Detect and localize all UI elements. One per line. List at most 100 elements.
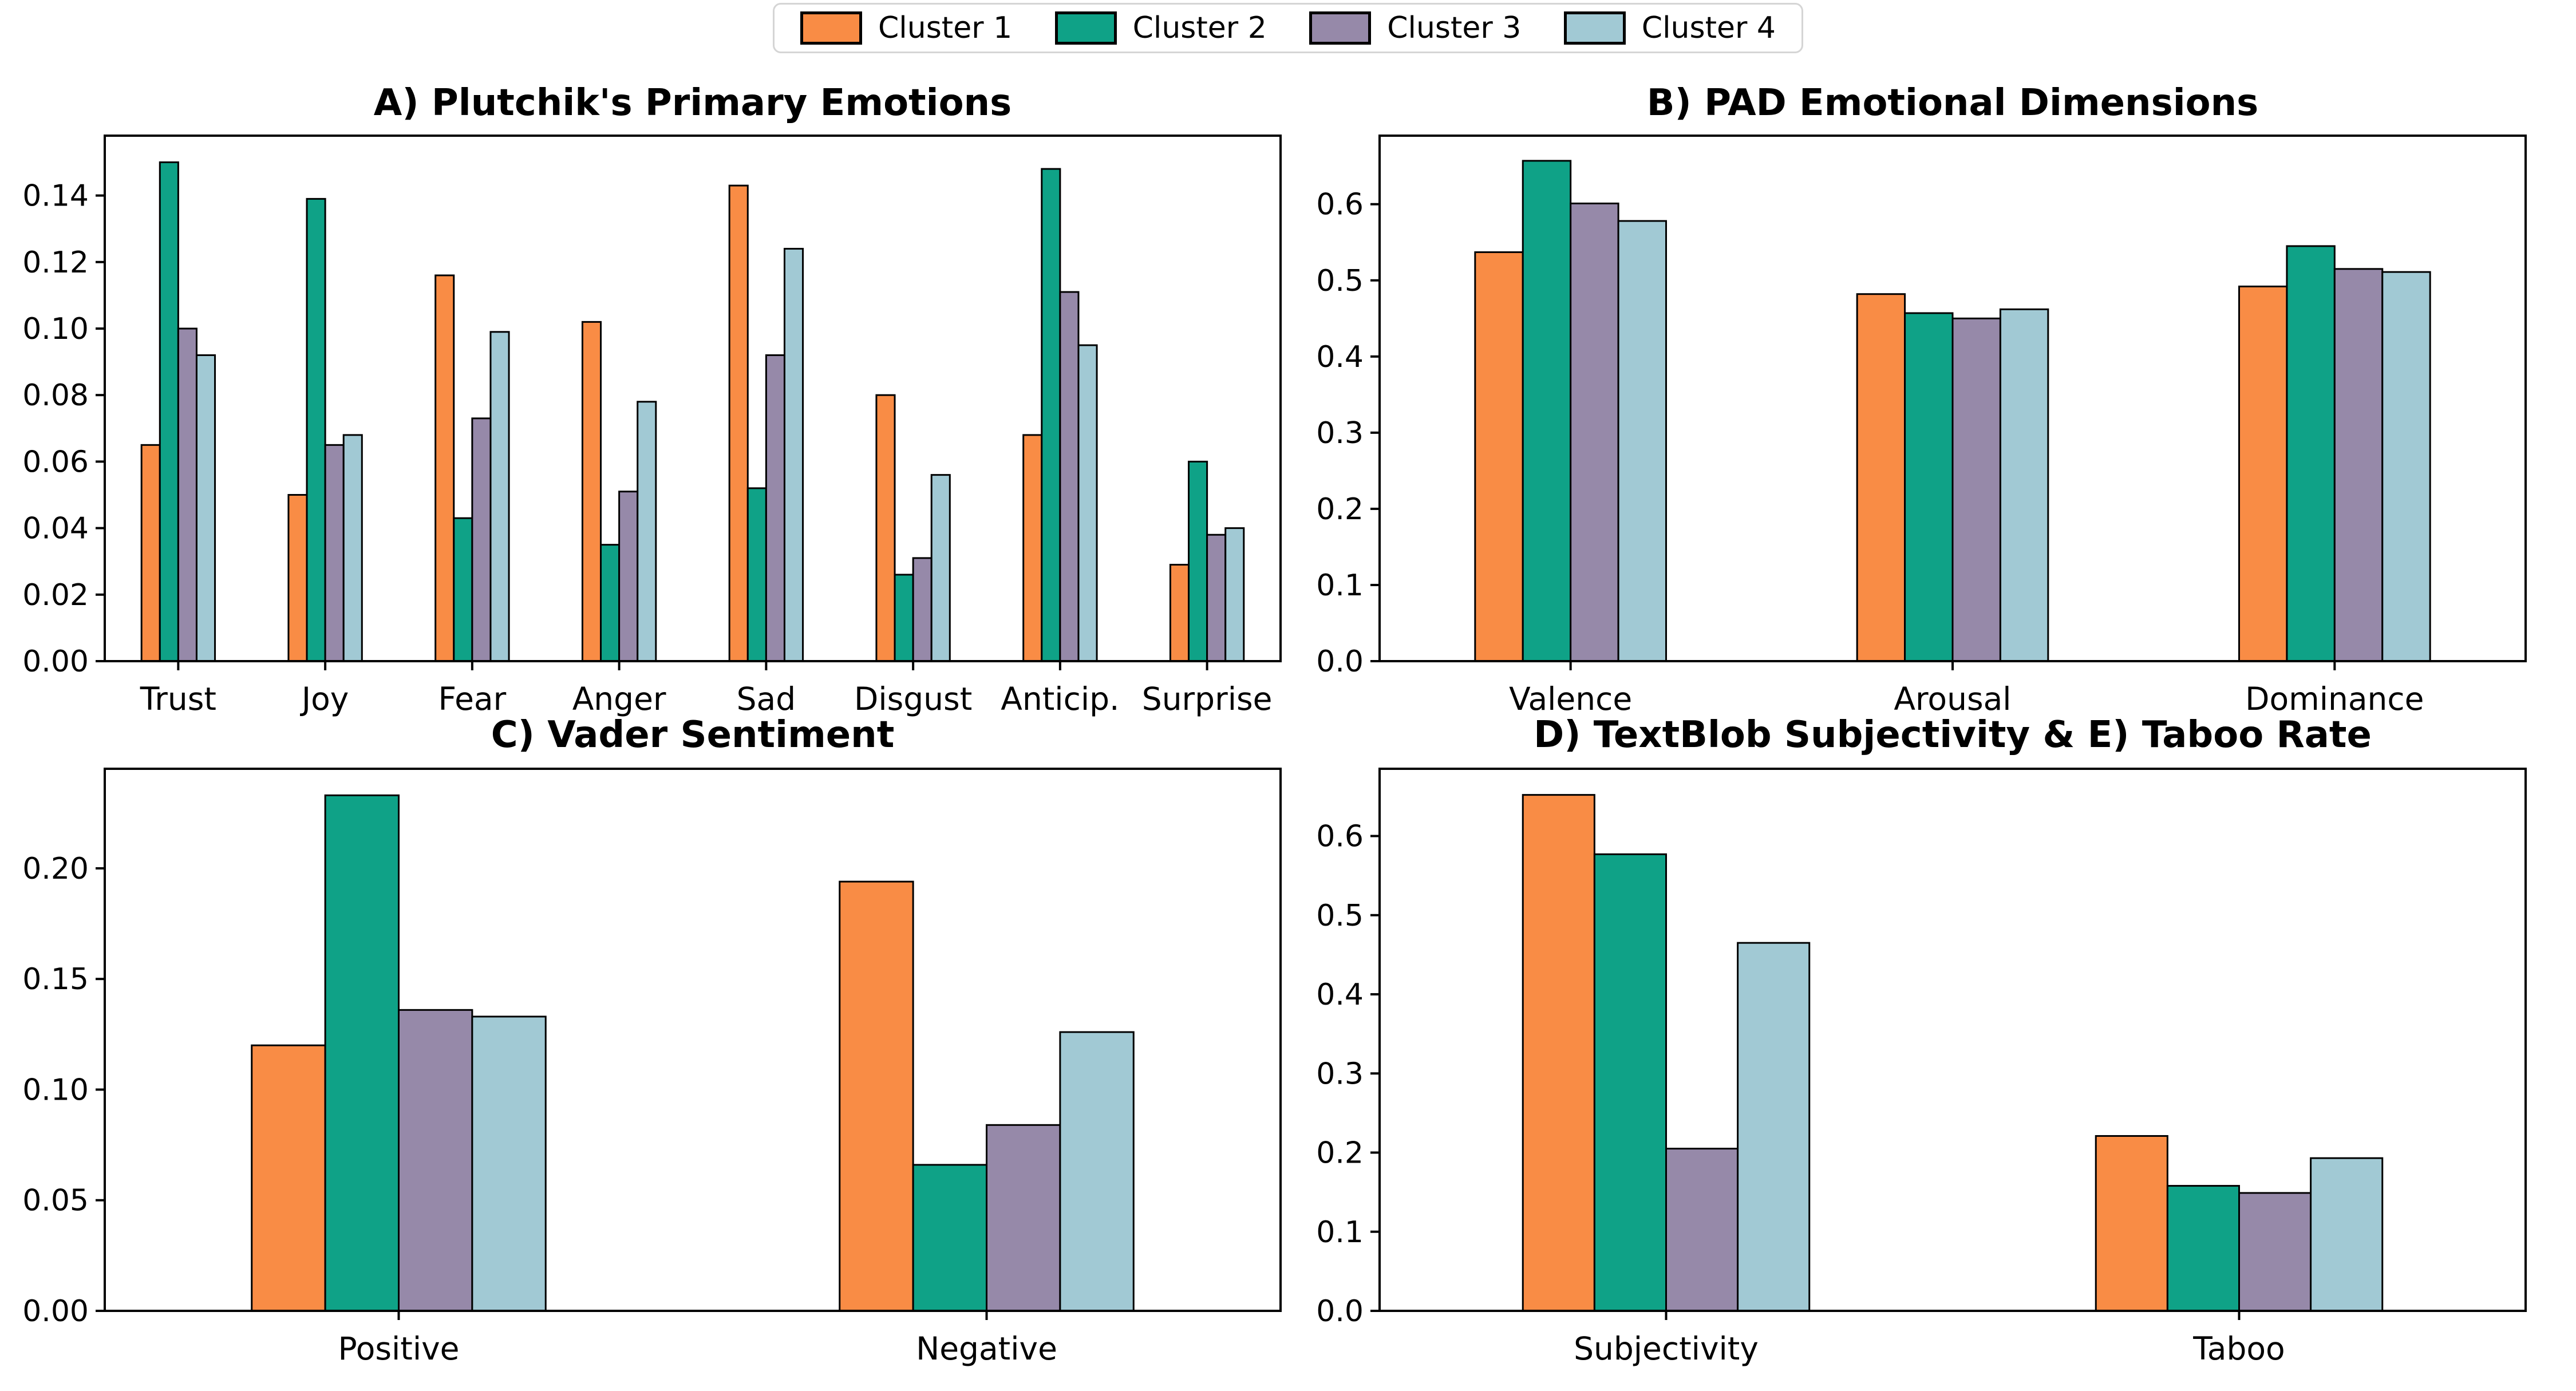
y-tick-label: 0.12 [22, 246, 89, 280]
y-tick-label: 0.2 [1316, 492, 1364, 527]
bar-cluster-2-valence [1522, 160, 1572, 662]
x-tick-label: Subjectivity [1574, 1330, 1759, 1367]
bar-cluster-1-anticip [1022, 434, 1043, 662]
y-tick-label: 0.00 [22, 1294, 89, 1329]
y-tick-label: 0.05 [22, 1184, 89, 1218]
y-tick-label: 0.14 [22, 179, 89, 214]
legend-label: Cluster 4 [1641, 11, 1776, 45]
bar-cluster-3-valence [1570, 202, 1619, 662]
bar-cluster-4-negative [1059, 1031, 1135, 1312]
bar-cluster-1-trust [140, 444, 161, 662]
legend-label: Cluster 1 [878, 11, 1013, 45]
bar-cluster-4-joy [342, 434, 363, 662]
legend-label: Cluster 3 [1387, 11, 1522, 45]
y-tick-label: 0.0 [1316, 1294, 1364, 1329]
bar-cluster-1-anger [581, 321, 602, 662]
y-tick-label: 0.4 [1316, 340, 1364, 374]
bar-cluster-1-dominance [2238, 285, 2288, 662]
bar-cluster-3-positive [398, 1009, 473, 1312]
bar-cluster-3-disgust [912, 557, 933, 662]
bar-cluster-4-sad [783, 248, 804, 662]
bar-cluster-3-anticip [1059, 291, 1080, 662]
bar-cluster-4-positive [471, 1015, 547, 1312]
bar-cluster-3-fear [471, 417, 492, 662]
y-tick-label: 0.10 [22, 312, 89, 346]
legend-item-4: Cluster 4 [1563, 11, 1776, 45]
bar-cluster-4-valence [1617, 220, 1667, 662]
bar-cluster-2-negative [912, 1164, 987, 1312]
legend-item-2: Cluster 2 [1054, 11, 1267, 45]
chart-b-title: B) PAD Emotional Dimensions [1646, 82, 2259, 124]
plot-border [104, 135, 1282, 662]
bar-cluster-1-valence [1474, 251, 1524, 662]
bar-cluster-3-arousal [1951, 317, 2001, 662]
bar-cluster-1-taboo [2095, 1135, 2168, 1312]
bar-cluster-3-negative [986, 1124, 1061, 1312]
y-tick-label: 0.02 [22, 578, 89, 612]
chart-b-axes: 0.0 0.1 0.2 0.3 0.4 0.5 0.6 Valence Arousal Domin… [1316, 135, 2527, 717]
bar-cluster-3-joy [324, 444, 345, 662]
legend-item-3: Cluster 3 [1309, 11, 1521, 45]
y-tick-label: 0.08 [22, 378, 89, 413]
y-tick-label: 0.20 [22, 852, 89, 886]
bar-cluster-2-subjectivity [1593, 853, 1667, 1312]
y-tick-label: 0.0 [1316, 645, 1364, 679]
x-tick-label: Positive [338, 1330, 459, 1367]
legend-item-1: Cluster 1 [800, 11, 1012, 45]
bar-cluster-2-anger [600, 544, 621, 662]
x-tick-label: Surprise [1142, 681, 1273, 717]
x-tick-label: Taboo [2192, 1330, 2285, 1367]
legend-label: Cluster 2 [1132, 11, 1267, 45]
bar-cluster-4-anger [637, 401, 657, 662]
bar-cluster-4-surprise [1224, 527, 1245, 662]
bar-cluster-4-taboo [2310, 1157, 2384, 1312]
legend-swatch-icon [800, 11, 862, 45]
y-tick-label: 0.06 [22, 445, 89, 479]
x-tick-label: Trust [140, 681, 216, 717]
bar-cluster-2-sad [746, 487, 767, 662]
legend-swatch-icon [1054, 11, 1117, 45]
bar-cluster-2-fear [453, 517, 473, 662]
bar-cluster-1-disgust [875, 394, 896, 662]
y-tick-label: 0.4 [1316, 978, 1364, 1012]
bar-cluster-1-surprise [1169, 564, 1190, 662]
bar-cluster-4-arousal [1999, 308, 2049, 662]
bar-cluster-3-anger [618, 491, 639, 662]
bar-cluster-3-subjectivity [1665, 1148, 1739, 1312]
bar-cluster-4-subjectivity [1737, 942, 1811, 1312]
bar-cluster-4-trust [195, 354, 216, 662]
y-tick-label: 0.00 [22, 645, 89, 679]
chart-d-title: D) TextBlob Subjectivity & E) Taboo Rate [1534, 714, 2372, 756]
bar-cluster-4-disgust [930, 474, 951, 662]
legend-swatch-icon [1309, 11, 1372, 45]
chart-c-axes: 0.00 0.05 0.10 0.15 0.20 Positive Negative [22, 768, 1282, 1367]
bar-cluster-1-joy [287, 493, 308, 662]
y-tick-label: 0.6 [1316, 820, 1364, 854]
bar-cluster-1-fear [434, 274, 455, 662]
chart-a-axes: 0.00 0.02 0.04 0.06 0.08 0.10 0.12 0.14 Trust Joy… [22, 135, 1282, 717]
x-tick-label: Dominance [2245, 681, 2424, 717]
bar-cluster-1-positive [251, 1044, 326, 1312]
bar-cluster-2-surprise [1188, 460, 1208, 662]
chart-a-title: A) Plutchik's Primary Emotions [373, 82, 1012, 124]
x-tick-label: Joy [300, 681, 349, 717]
y-tick-label: 0.2 [1316, 1136, 1364, 1171]
x-tick-label: Disgust [854, 681, 972, 717]
bar-cluster-1-sad [728, 184, 749, 662]
chart-d-axes: 0.0 0.1 0.2 0.3 0.4 0.5 0.6 Subjectivity Taboo [1316, 768, 2527, 1367]
x-tick-label: Sad [737, 681, 796, 717]
y-tick-label: 0.15 [22, 962, 89, 997]
bar-cluster-2-dominance [2286, 245, 2336, 662]
bar-cluster-4-dominance [2381, 271, 2431, 662]
bar-cluster-1-arousal [1856, 293, 1906, 662]
bar-cluster-2-positive [324, 794, 400, 1312]
bar-cluster-2-disgust [894, 574, 914, 662]
x-tick-label: Anger [572, 681, 666, 717]
bar-cluster-4-anticip [1077, 344, 1098, 662]
plot-border [1378, 768, 2527, 1312]
bar-cluster-2-taboo [2166, 1185, 2240, 1312]
bar-cluster-3-trust [177, 327, 197, 662]
y-tick-label: 0.1 [1316, 1215, 1364, 1250]
plot-border [104, 768, 1282, 1312]
